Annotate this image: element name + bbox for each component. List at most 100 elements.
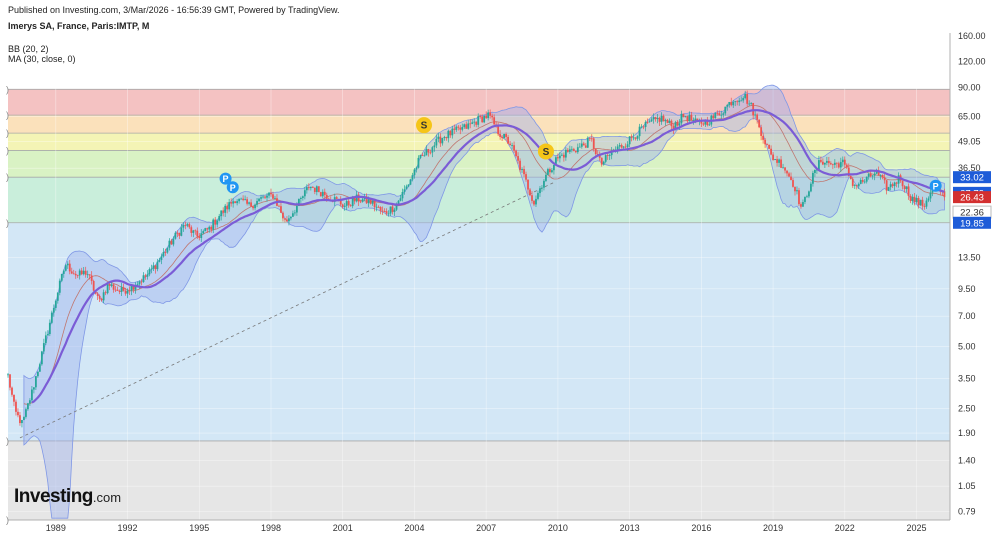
candle-body [541, 187, 543, 189]
candle-body [529, 189, 531, 196]
candle-body [471, 122, 474, 124]
x-tick-label: 1998 [261, 523, 281, 533]
candle-body [152, 265, 155, 269]
candle-body [212, 219, 215, 230]
candle-body [604, 155, 607, 162]
candle-body [547, 169, 549, 175]
candle-body [660, 115, 663, 122]
candle-body [562, 154, 565, 158]
candle-body [110, 284, 113, 286]
trendline-dashed [19, 182, 554, 439]
candle-body [62, 270, 65, 274]
moving-average-line [31, 109, 945, 404]
candle-body [238, 198, 241, 202]
candle-body [586, 137, 589, 148]
indicator-ma-label[interactable]: MA (30, close, 0) [8, 54, 76, 64]
fib-band [8, 222, 950, 441]
candle-body [676, 122, 679, 126]
candle-body [104, 292, 107, 294]
candle-body [232, 201, 235, 204]
candle-body [943, 191, 946, 198]
candle-body [260, 197, 262, 199]
candle-body [865, 176, 868, 182]
candle-body [909, 195, 912, 201]
candle-body [778, 159, 780, 163]
candle-body [236, 201, 239, 204]
candle-body [718, 113, 721, 116]
candle-body [395, 203, 398, 210]
bollinger-basis-line [23, 104, 945, 405]
candle-body [481, 116, 484, 123]
candle-body [863, 181, 866, 183]
candle-body [837, 163, 840, 168]
candle-body [724, 106, 727, 114]
candle-body [188, 224, 191, 228]
candle-body [144, 275, 147, 277]
candle-body [917, 197, 920, 206]
signal-label: S [543, 147, 550, 158]
candle-body [25, 409, 27, 417]
candle-body [497, 124, 500, 135]
candle-body [535, 198, 537, 205]
y-tick-label: 7.00 [958, 311, 976, 321]
candle-body [509, 143, 511, 146]
candle-body [827, 160, 830, 164]
candle-body [913, 196, 916, 203]
candle-body [453, 128, 456, 130]
time-axis[interactable]: 1989 1992 1995 1998 2001 2004 2007 2010 2013 2016… [8, 519, 950, 533]
candle-body [359, 201, 362, 203]
x-tick-label: 1992 [118, 523, 138, 533]
price-badge-label: 33.02 [960, 173, 984, 184]
candle-body [286, 219, 288, 222]
candle-body [431, 147, 434, 153]
candle-body [13, 394, 15, 402]
ma-30-line [31, 109, 945, 404]
candle-body [122, 287, 125, 291]
candle-body [485, 115, 488, 119]
candle-body [620, 145, 623, 148]
candle-body [525, 174, 527, 180]
candle-body [313, 187, 316, 192]
candle-body [796, 190, 798, 192]
candle-body [198, 236, 201, 238]
candle-body [644, 121, 647, 127]
candle-body [859, 179, 862, 184]
indicator-bb-label[interactable]: BB (20, 2) [8, 44, 49, 54]
candle-body [274, 198, 276, 199]
candle-body [445, 137, 448, 139]
candle-body [250, 202, 252, 207]
candle-body [831, 164, 834, 166]
candle-body [606, 155, 609, 157]
candle-body [600, 157, 603, 165]
candle-body [628, 136, 631, 145]
price-badge-label: 19.85 [960, 218, 984, 229]
candle-body [889, 184, 892, 188]
candle-body [473, 121, 476, 123]
price-axis[interactable]: 160.00 120.00 90.00 65.00 49.05 36.50 13.50 9.5… [949, 31, 986, 520]
candle-body [411, 175, 414, 180]
candle-body [794, 186, 796, 192]
candle-body [218, 216, 221, 221]
candle-body [624, 146, 627, 148]
candle-body [766, 144, 768, 146]
y-tick-label: 160.00 [958, 31, 986, 41]
candle-body [60, 273, 63, 281]
candle-body [553, 164, 555, 171]
candle-body [252, 206, 254, 209]
candle-body [608, 155, 611, 156]
candle-body [417, 157, 420, 168]
candle-body [487, 112, 490, 119]
candle-body [714, 112, 717, 119]
candle-body [511, 145, 513, 147]
candle-body [911, 196, 914, 201]
candle-body [519, 160, 521, 170]
candle-body [154, 265, 157, 270]
candle-body [266, 195, 268, 198]
candle-body [823, 162, 826, 165]
candle-body [220, 210, 223, 217]
candle-body [704, 119, 707, 125]
candle-body [156, 261, 159, 270]
candle-body [768, 144, 770, 149]
